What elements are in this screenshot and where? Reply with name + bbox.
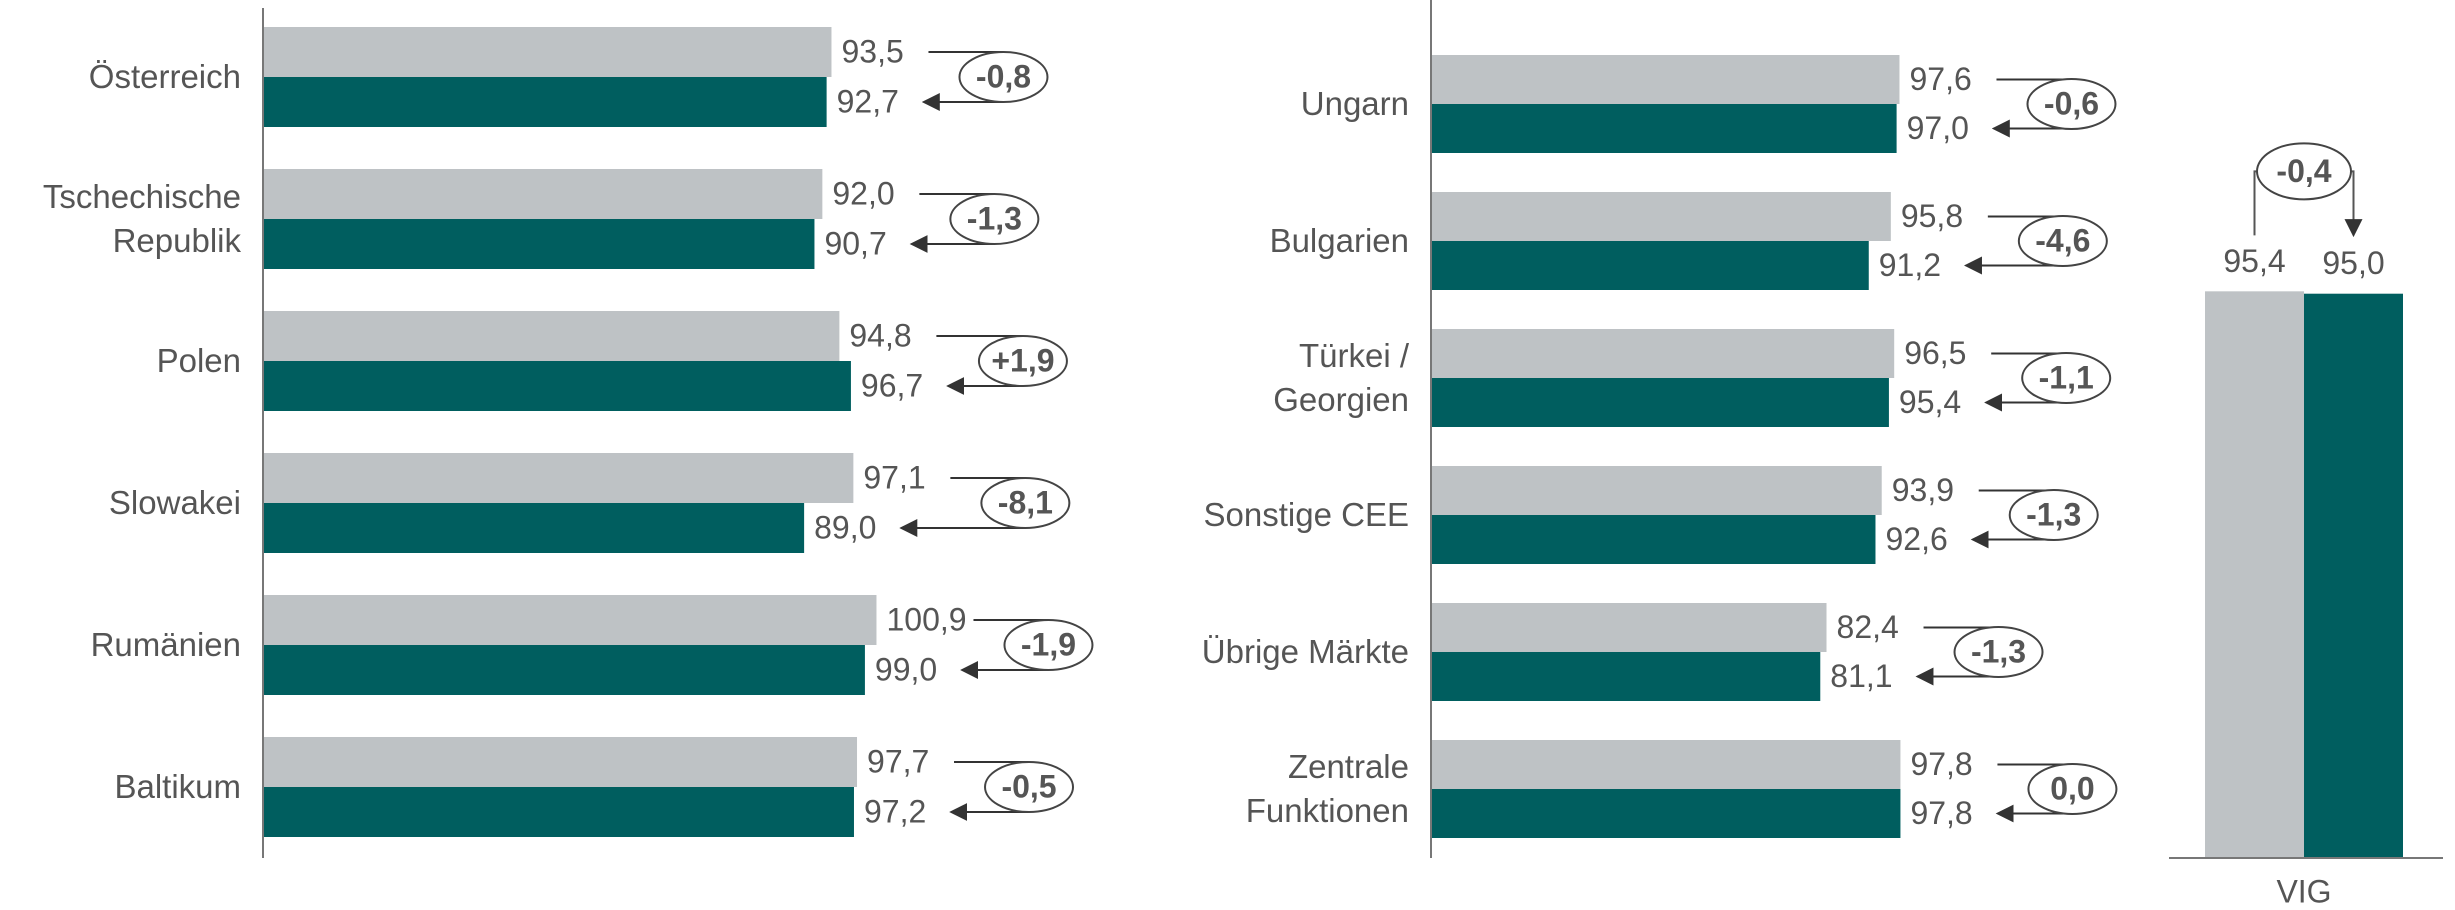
category-label: Zentrale Funktionen <box>1245 748 1409 829</box>
value-label: 97,6 <box>1909 61 1971 97</box>
category-label: Polen <box>156 342 241 379</box>
annotation-ellipse <box>958 51 1049 103</box>
category-label: Türkei / Georgien <box>1273 337 1409 418</box>
bar <box>263 737 858 787</box>
annotation-ellipse <box>2008 489 2099 541</box>
bar <box>1431 603 1827 652</box>
annotation: -0,8 <box>976 58 1031 94</box>
category-label: Sonstige CEE <box>1203 496 1409 533</box>
bar <box>1431 329 1895 378</box>
value-label: 95,4 <box>1899 384 1961 420</box>
bar <box>263 169 823 219</box>
value-label: 93,9 <box>1892 472 1954 508</box>
bar <box>263 787 854 837</box>
value-label: 97,1 <box>863 459 925 495</box>
bar <box>2205 291 2304 859</box>
value-label: 97,8 <box>1910 746 1972 782</box>
annotation-ellipse <box>2026 78 2117 130</box>
annotation-ellipse <box>2027 763 2118 815</box>
annotation: 0,0 <box>2050 770 2094 806</box>
annotation-ellipse <box>980 477 1071 529</box>
value-label: 92,0 <box>832 175 894 211</box>
value-label: 94,8 <box>849 317 911 353</box>
value-label: 95,0 <box>2322 245 2384 281</box>
bar <box>1431 515 1876 564</box>
bar <box>1431 55 1900 104</box>
annotation-ellipse <box>949 193 1040 245</box>
value-label: 96,7 <box>861 367 923 403</box>
annotation: -1,1 <box>2039 359 2094 395</box>
annotation-ellipse <box>1953 626 2044 678</box>
annotation: -1,3 <box>2026 496 2081 532</box>
bar <box>2304 293 2403 858</box>
category-label: Österreich <box>88 58 241 95</box>
value-label: 95,8 <box>1901 198 1963 234</box>
bar <box>1431 378 1889 427</box>
value-label: 95,4 <box>2223 243 2285 279</box>
annotation-ellipse <box>2256 142 2352 201</box>
annotation: +1,9 <box>991 342 1054 378</box>
annotation-ellipse <box>977 335 1068 387</box>
value-label: 100,9 <box>886 601 966 637</box>
value-label: 90,7 <box>824 225 886 261</box>
bar <box>1431 789 1901 838</box>
category-label: Baltikum <box>114 768 241 805</box>
value-label: 97,7 <box>867 743 929 779</box>
bar <box>1431 652 1821 701</box>
bar <box>263 595 877 645</box>
bar <box>263 311 840 361</box>
annotation: -1,3 <box>967 200 1022 236</box>
annotation: -0,6 <box>2044 85 2099 121</box>
bar <box>1431 192 1891 241</box>
value-label: 92,7 <box>837 83 899 119</box>
category-label: VIG <box>2276 873 2331 909</box>
bar <box>1431 466 1882 515</box>
category-label: Tschechische Republik <box>42 178 241 259</box>
category-label: Rumänien <box>90 626 241 663</box>
bar <box>263 219 815 269</box>
value-label: 99,0 <box>875 651 937 687</box>
value-label: 92,6 <box>1885 521 1947 557</box>
value-label: 81,1 <box>1830 658 1892 694</box>
bar <box>263 27 832 77</box>
category-label: Bulgarien <box>1269 222 1409 259</box>
bar <box>1431 740 1901 789</box>
annotation-ellipse <box>2017 215 2108 267</box>
bar <box>263 361 851 411</box>
category-label: Übrige Märkte <box>1201 633 1409 670</box>
value-label: 93,5 <box>841 33 903 69</box>
annotation: -4,6 <box>2035 222 2090 258</box>
value-label: 97,2 <box>864 793 926 829</box>
bar <box>1431 241 1869 290</box>
annotation: -1,3 <box>1971 633 2026 669</box>
annotation-ellipse <box>2021 352 2112 404</box>
value-label: 82,4 <box>1837 609 1899 645</box>
bar <box>263 645 865 695</box>
value-label: 91,2 <box>1879 247 1941 283</box>
bar <box>263 77 827 127</box>
bar <box>263 453 854 503</box>
bar <box>263 503 805 553</box>
annotation: -1,9 <box>1021 626 1076 662</box>
category-label: Slowakei <box>108 484 241 521</box>
value-label: 89,0 <box>814 509 876 545</box>
annotation: -0,5 <box>1001 768 1056 804</box>
value-label: 97,0 <box>1907 110 1969 146</box>
category-label: Ungarn <box>1300 85 1409 122</box>
annotation-ellipse <box>1003 619 1094 671</box>
value-label: 97,8 <box>1910 795 1972 831</box>
bar <box>1431 104 1897 153</box>
annotation: -8,1 <box>998 484 1053 520</box>
annotation: -0,4 <box>2276 153 2331 189</box>
value-label: 96,5 <box>1904 335 1966 371</box>
annotation-ellipse <box>984 761 1075 813</box>
